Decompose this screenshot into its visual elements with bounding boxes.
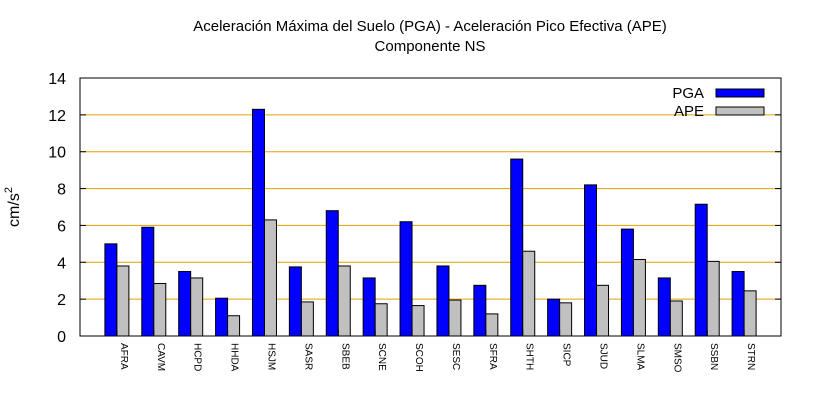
bar-ape-hcpd (190, 277, 204, 337)
bar-pga-afra (104, 243, 118, 337)
y-axis-label: cm/s2 (3, 187, 23, 227)
y-tick-label: 8 (57, 182, 66, 199)
x-tick-label: SHTH (524, 343, 535, 370)
bar-pga-hsjm (251, 108, 265, 337)
y-tick-label: 12 (48, 108, 66, 125)
bar-ape-scoh (411, 305, 425, 337)
axis-ticks (80, 77, 781, 337)
y-tick-label: 2 (57, 292, 66, 309)
bar-ape-scne (374, 303, 388, 337)
x-tick-label: SLMA (634, 343, 645, 371)
y-tick-label: 10 (48, 145, 66, 162)
bar-pga-shth (510, 158, 524, 337)
legend-swatch-pga (715, 88, 765, 98)
bar-pga-hhda (215, 297, 229, 337)
bar-ape-sjud (596, 284, 610, 337)
bar-pga-sjud (584, 184, 598, 337)
y-tick-label: 4 (57, 255, 66, 272)
x-tick-label: SMSO (671, 343, 682, 373)
bar-ape-slma (632, 259, 646, 337)
bar-ape-sasr (300, 301, 314, 337)
bar-pga-sesc (436, 265, 450, 337)
bar-ape-strn (743, 290, 757, 337)
bar-pga-sbeb (325, 210, 339, 337)
x-tick-label: STRN (745, 343, 756, 370)
x-tick-label: SASR (302, 343, 313, 370)
bar-ape-afra (116, 265, 130, 337)
bar-ape-cavm (153, 282, 167, 337)
bar-ape-sesc (448, 299, 462, 337)
y-tick-label: 14 (48, 71, 66, 88)
x-tick-label: HCPD (192, 343, 203, 371)
bar-pga-sicp (547, 298, 561, 337)
legend-swatch-ape (715, 106, 765, 116)
bar-ape-shth (522, 250, 536, 337)
y-tick-label: 0 (57, 329, 66, 346)
x-tick-label: SJUD (598, 343, 609, 369)
x-tick-label: SICP (561, 343, 572, 367)
legend-label-ape: APE (674, 103, 704, 120)
bar-ape-sicp (559, 302, 573, 337)
bar-ape-hsjm (263, 219, 277, 337)
bar-ape-ssbn (706, 260, 720, 337)
bar-pga-sfra (473, 284, 487, 337)
x-tick-label: SCNE (376, 343, 387, 371)
bar-pga-smso (657, 277, 671, 337)
x-tick-label: SBEB (339, 343, 350, 370)
x-tick-label: HSJM (265, 343, 276, 370)
bar-pga-scoh (399, 221, 413, 337)
bar-pga-cavm (141, 226, 155, 337)
chart-title: Aceleración Máxima del Suelo (PGA) - Ace… (193, 18, 667, 35)
x-tick-label: AFRA (118, 343, 129, 370)
x-tick-labels: AFRA CAVM HCPD HHDA HSJM SASR SBEB SCNE SCOH SESC… (118, 343, 756, 373)
bar-pga-hcpd (178, 271, 192, 337)
plot-frame (79, 77, 782, 337)
legend-label-pga: PGA (672, 85, 704, 102)
y-axis-label-unit: cm/s (6, 193, 23, 227)
bar-ape-smso (669, 300, 683, 337)
x-tick-label: SSBN (708, 343, 719, 370)
y-tick-label: 6 (57, 218, 66, 235)
bar-ape-sbeb (337, 265, 351, 337)
x-tick-label: SFRA (487, 343, 498, 370)
bars (104, 108, 757, 337)
bar-pga-scne (362, 277, 376, 337)
bar-ape-sfra (485, 313, 499, 337)
bar-pga-ssbn (694, 203, 708, 337)
x-tick-label: HHDA (229, 343, 240, 372)
x-tick-label: SCOH (413, 343, 424, 372)
y-tick-labels: 0 2 4 6 8 10 12 14 (48, 71, 66, 346)
bar-pga-slma (620, 228, 634, 337)
x-tick-label: CAVM (155, 343, 166, 371)
bar-ape-hhda (227, 315, 241, 337)
chart-subtitle: Componente NS (375, 38, 486, 55)
x-tick-label: SESC (450, 343, 461, 370)
bar-pga-sasr (288, 266, 302, 337)
bar-pga-strn (731, 271, 745, 337)
y-axis-label-exponent: 2 (3, 187, 15, 193)
